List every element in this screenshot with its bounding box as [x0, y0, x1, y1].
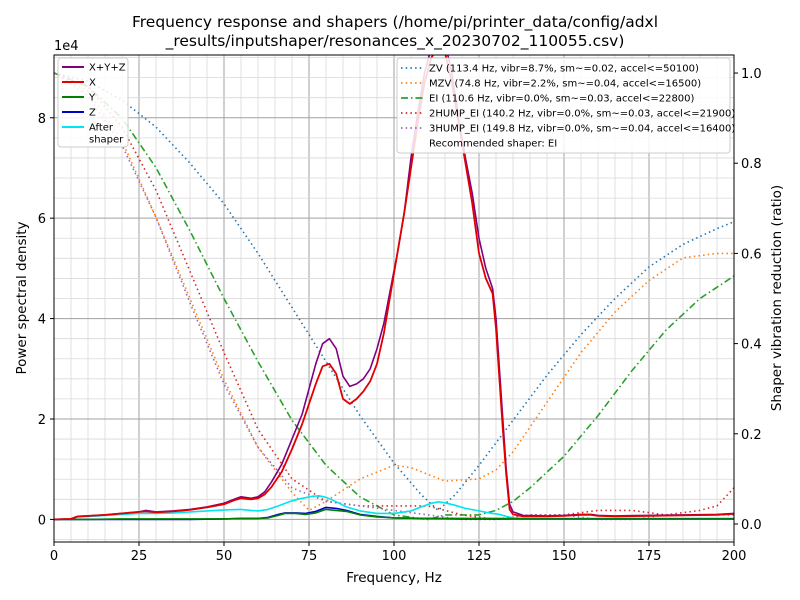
x-tick-label: 25: [131, 549, 148, 564]
y2-tick-label: 0.2: [741, 428, 762, 443]
x-tick-label: 125: [467, 549, 492, 564]
y2-tick-label: 0.6: [741, 247, 762, 262]
ticks-layer: 0 25 50 75 100 125 150 175 200 0 2 4 6 8 0.0 0.2 0.4 0.6 0…: [38, 67, 762, 564]
legend-shaper-label: 2HUMP_EI (140.2 Hz, vibr=0.0%, sm~=0.03,…: [429, 109, 735, 120]
legend-psd-label: After: [89, 123, 114, 134]
y-multiplier-label: 1e4: [54, 39, 79, 54]
x-tick-label: 0: [50, 549, 58, 564]
y2-tick-label: 0.8: [741, 157, 762, 172]
psd-line-2: [54, 508, 734, 521]
psd-line-1: [54, 55, 734, 521]
title-line-2: _results/inputshaper/resonances_x_202307…: [165, 32, 625, 51]
legend-psd-label: X: [89, 78, 96, 89]
title-line-1: Frequency response and shapers (/home/pi…: [132, 13, 658, 32]
shaper-line-3: [54, 72, 734, 521]
legend-shaper-label: EI (110.6 Hz, vibr=0.0%, sm~=0.03, accel…: [429, 94, 695, 105]
x-tick-label: 75: [301, 549, 318, 564]
x-axis-label: Frequency, Hz: [346, 570, 442, 586]
shaper-line-1: [54, 72, 734, 512]
y2-tick-label: 1.0: [741, 67, 762, 82]
x-tick-label: 200: [722, 549, 747, 564]
legend-shaper-box: [396, 57, 731, 154]
y-tick-label: 8: [38, 112, 46, 127]
y2-axis-label: Shaper vibration reduction (ratio): [769, 185, 785, 411]
y-tick-label: 4: [38, 313, 46, 328]
x-tick-label: 100: [382, 549, 407, 564]
legend-shaper-label: 3HUMP_EI (149.8 Hz, vibr=0.0%, sm~=0.04,…: [429, 124, 735, 135]
recommended-shaper-note: Recommended shaper: EI: [429, 139, 557, 150]
y2-tick-label: 0.4: [741, 338, 762, 353]
x-tick-label: 150: [552, 549, 577, 564]
y-tick-label: 6: [38, 212, 46, 227]
legend-shaper-label: MZV (74.8 Hz, vibr=2.2%, sm~=0.04, accel…: [429, 79, 701, 90]
legend-shaper-label: ZV (113.4 Hz, vibr=8.7%, sm~=0.02, accel…: [429, 64, 699, 75]
shaper-line-2: [54, 72, 734, 521]
y-axis-label: Power spectral density: [14, 221, 30, 374]
y-tick-label: 2: [38, 413, 46, 428]
series-layer: [54, 55, 734, 521]
legend-psd-label: Y: [88, 93, 96, 104]
legend-shapers: ZV (113.4 Hz, vibr=8.7%, sm~=0.02, accel…: [396, 57, 735, 154]
legend-psd-label: Z: [89, 108, 96, 119]
legend-psd-label: shaper: [89, 135, 124, 146]
y-tick-label: 0: [38, 513, 46, 528]
legend-psd-label: X+Y+Z: [89, 63, 126, 74]
x-tick-label: 50: [216, 549, 233, 564]
legend-psd-box: [57, 57, 129, 148]
chart-title: Frequency response and shapers (/home/pi…: [132, 13, 658, 51]
y2-tick-label: 0.0: [741, 518, 762, 533]
x-tick-label: 175: [637, 549, 662, 564]
psd-line-4: [54, 494, 734, 521]
